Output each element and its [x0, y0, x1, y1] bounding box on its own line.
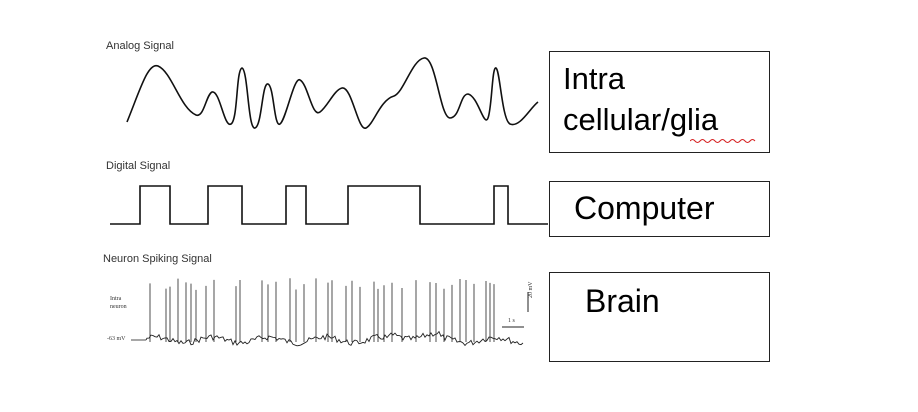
digital-signal-label: Digital Signal	[106, 160, 171, 172]
digital-box-label: Computer	[574, 190, 715, 226]
trace-label-intra: Intra	[110, 296, 122, 302]
digital-pulse-train	[110, 185, 548, 225]
trace-label-neuron: neuron	[110, 304, 127, 310]
time-scale-label: 1 s	[508, 318, 515, 324]
spike-lines	[149, 278, 495, 342]
digital-box: Computer	[549, 181, 770, 237]
analog-curve	[126, 57, 539, 129]
spellcheck-underline	[690, 139, 756, 143]
voltage-scale-label: 20 mV	[528, 281, 534, 299]
spiking-box-label: Brain	[585, 283, 660, 319]
analog-box-line1: Intra	[563, 61, 626, 96]
analog-box: Intra cellular/glia	[549, 51, 770, 153]
analog-signal-label: Analog Signal	[106, 40, 174, 52]
baseline-voltage-label: -63 mV	[107, 336, 126, 342]
spike-baseline	[145, 330, 524, 347]
spiking-signal-label: Neuron Spiking Signal	[103, 253, 212, 265]
analog-box-line2: cellular/glia	[563, 102, 719, 137]
spiking-box: Brain	[549, 272, 770, 362]
